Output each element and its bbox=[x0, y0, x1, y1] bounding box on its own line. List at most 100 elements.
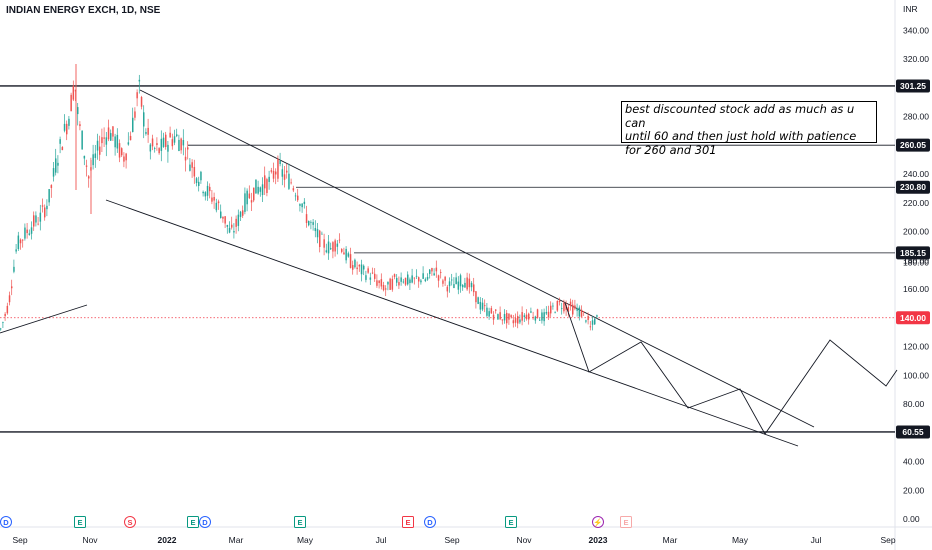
event-marker-dividend bbox=[0, 516, 12, 528]
candle-body bbox=[147, 127, 149, 135]
candle-body bbox=[99, 146, 101, 155]
candle-body bbox=[103, 137, 105, 139]
candle-body bbox=[490, 308, 493, 314]
candle-series bbox=[0, 64, 598, 331]
candle-body bbox=[63, 123, 66, 131]
candle-body bbox=[345, 248, 347, 261]
candle-body bbox=[134, 111, 136, 118]
candle-body bbox=[591, 320, 594, 325]
candle-body bbox=[270, 170, 273, 172]
candle-body bbox=[534, 316, 537, 321]
candle-body bbox=[468, 278, 471, 288]
candle-body bbox=[376, 280, 378, 286]
candle-body bbox=[41, 205, 44, 207]
candle-body bbox=[266, 179, 268, 194]
candle-body bbox=[57, 162, 59, 166]
x-tick-label: May bbox=[732, 535, 749, 545]
event-markers: D E S E D E E D E ⚡ E bbox=[0, 516, 632, 528]
candle-body bbox=[211, 197, 213, 202]
candle-body bbox=[391, 278, 394, 290]
candle-body bbox=[528, 313, 530, 320]
candle-body bbox=[125, 153, 127, 161]
candle-body bbox=[165, 134, 167, 147]
candle-body bbox=[435, 267, 438, 272]
candle-body bbox=[382, 284, 385, 291]
candle-body bbox=[424, 279, 427, 282]
candle-body bbox=[244, 193, 246, 212]
projection-zigzag bbox=[564, 302, 898, 435]
candle-body bbox=[92, 154, 94, 166]
time-axis[interactable]: Sep Nov 2022 Mar May Jul Sep Nov 2023 Mar May Jul Se… bbox=[12, 535, 895, 545]
candle-body bbox=[149, 144, 152, 152]
candle-body bbox=[411, 275, 413, 283]
candle-body bbox=[354, 259, 356, 268]
price-level-badge-text: 140.00 bbox=[900, 313, 926, 323]
candle-body bbox=[519, 319, 521, 323]
event-marker-label: E bbox=[405, 518, 410, 527]
candle-body bbox=[356, 267, 358, 270]
candle-body bbox=[301, 203, 303, 208]
candle-body bbox=[415, 275, 418, 277]
candle-body bbox=[589, 326, 592, 328]
candle-body bbox=[193, 166, 196, 177]
price-level-badge bbox=[896, 79, 930, 93]
candle-body bbox=[246, 190, 248, 205]
event-marker-label: S bbox=[127, 518, 132, 527]
candle-body bbox=[343, 252, 345, 255]
candle-body bbox=[162, 137, 165, 147]
event-marker-label: E bbox=[77, 518, 82, 527]
candle-body bbox=[459, 275, 462, 287]
candle-body bbox=[116, 134, 119, 149]
candle-body bbox=[81, 130, 83, 150]
x-tick-label: Mar bbox=[229, 535, 244, 545]
candle-body bbox=[222, 216, 224, 219]
candle-body bbox=[277, 158, 279, 179]
candle-body bbox=[145, 132, 147, 134]
y-tick-label: 240.00 bbox=[903, 169, 929, 179]
candle-body bbox=[299, 204, 301, 206]
x-tick-label: Sep bbox=[880, 535, 895, 545]
candle-body bbox=[360, 264, 363, 275]
candle-body bbox=[319, 230, 321, 248]
candle-body bbox=[24, 227, 26, 239]
candle-body bbox=[292, 188, 295, 191]
candle-body bbox=[574, 305, 576, 309]
candle-body bbox=[409, 279, 411, 284]
candle-body bbox=[77, 107, 79, 115]
candle-body bbox=[426, 276, 429, 280]
candle-body bbox=[13, 266, 15, 272]
candle-body bbox=[374, 273, 376, 279]
chart-title: INDIAN ENERGY EXCH, 1D, NSE bbox=[6, 5, 161, 16]
price-level-badge bbox=[896, 180, 930, 194]
candle-body bbox=[17, 235, 20, 250]
y-tick-label-partial: 180.00 bbox=[903, 257, 929, 267]
event-marker-earnings-upcoming bbox=[620, 516, 632, 528]
candle-body bbox=[363, 265, 365, 270]
candle-body bbox=[52, 168, 55, 177]
price-level-badge-text: 260.05 bbox=[900, 140, 926, 150]
event-marker-news bbox=[592, 516, 604, 528]
price-axis[interactable]: 0.0020.0040.0060.0080.00100.00120.00140.… bbox=[896, 25, 930, 524]
candle-body bbox=[400, 277, 402, 282]
candle-body bbox=[215, 202, 218, 211]
candle-body bbox=[226, 224, 229, 227]
candle-body bbox=[308, 221, 310, 226]
event-marker-label: ⚡ bbox=[593, 518, 602, 527]
y-tick-label: 220.00 bbox=[903, 198, 929, 208]
candle-body bbox=[235, 218, 237, 227]
candle-body bbox=[367, 268, 369, 273]
candle-body bbox=[202, 191, 204, 194]
candle-body bbox=[127, 142, 130, 145]
candle-body bbox=[220, 211, 222, 218]
event-marker-label: E bbox=[190, 518, 195, 527]
candle-body bbox=[453, 284, 455, 289]
candle-body bbox=[132, 117, 134, 133]
candle-body bbox=[294, 195, 297, 197]
candle-body bbox=[303, 201, 306, 204]
candle-body bbox=[44, 207, 46, 218]
candle-body bbox=[347, 253, 350, 257]
candle-body bbox=[446, 286, 449, 292]
candle-body bbox=[495, 309, 497, 311]
candle-body bbox=[530, 311, 532, 313]
